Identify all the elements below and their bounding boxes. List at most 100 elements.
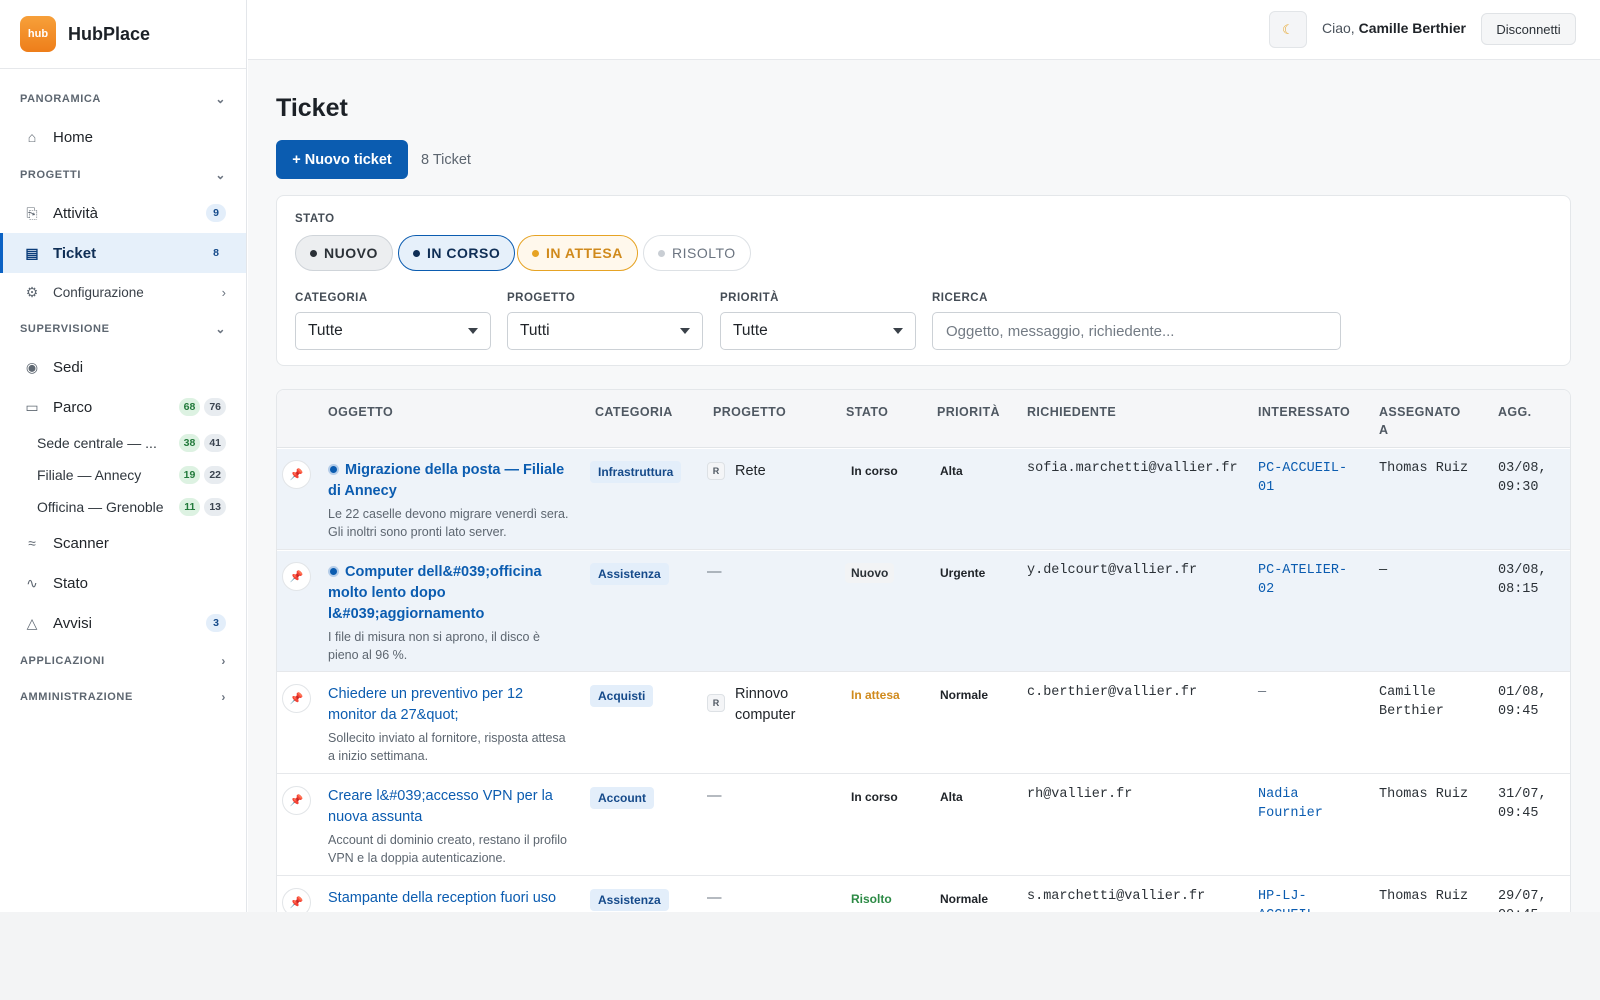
logout-button[interactable]: Disconnetti xyxy=(1481,13,1576,45)
status-dot xyxy=(532,249,539,257)
ticket-title-link[interactable]: Stampante della reception fuori uso xyxy=(328,890,557,906)
column-header[interactable]: INTERESSATO xyxy=(1258,405,1351,419)
ticket-count: 8 Ticket xyxy=(421,152,471,168)
count-badge: 3 xyxy=(206,614,226,632)
sidebar-item-scanner[interactable]: ≈ Scanner xyxy=(0,523,246,563)
search-input[interactable] xyxy=(932,312,1341,350)
chevron-right-icon: › xyxy=(221,654,226,668)
pin-icon[interactable]: 📌 xyxy=(282,562,311,591)
pin-icon[interactable]: 📌 xyxy=(282,888,311,912)
gear-icon: ⚙ xyxy=(25,283,39,300)
requester-email: c.berthier@vallier.fr xyxy=(1027,685,1198,700)
table-row[interactable]: 📌 Chiedere un preventivo per 12 monitor … xyxy=(277,673,1570,774)
priority-label: Urgente xyxy=(940,566,986,580)
interested-link[interactable]: PC-ATELIER-02 xyxy=(1258,563,1348,597)
table-row[interactable]: 📌 Migrazione della posta — Filiale di An… xyxy=(277,449,1570,550)
project-name: — xyxy=(707,564,722,580)
ticket-title-link[interactable]: Computer dell&#039;officina molto lento … xyxy=(328,562,573,625)
column-header[interactable]: AGG. xyxy=(1498,405,1532,419)
column-header[interactable]: ASSEGNATO A xyxy=(1379,405,1461,437)
select-value: Tutte xyxy=(733,322,768,339)
sidebar-item-sedi[interactable]: ◉ Sedi xyxy=(0,347,246,387)
status-chip-nuovo[interactable]: NUOVO xyxy=(295,235,393,271)
ticket-description: Le 22 caselle devono migrare venerdì ser… xyxy=(328,507,569,539)
section-label: APPLICAZIONI xyxy=(20,655,105,667)
table-row[interactable]: 📌 Computer dell&#039;officina molto lent… xyxy=(277,551,1570,672)
caret-down-icon xyxy=(468,328,478,334)
sidebar-subitem-site[interactable]: Filiale — Annecy 19 22 xyxy=(0,459,246,491)
activity-icon: ∿ xyxy=(26,574,38,591)
assignee: — xyxy=(1379,563,1388,578)
progetto-select[interactable]: Tutti xyxy=(507,312,703,350)
ticket-subject: Stampante della reception fuori uso xyxy=(328,888,573,909)
ticket-title-link[interactable]: Creare l&#039;accesso VPN per la nuova a… xyxy=(328,788,553,825)
theme-toggle-button[interactable]: ☾ xyxy=(1269,11,1307,48)
caret-down-icon xyxy=(893,328,903,334)
updated-at: 03/08, 08:15 xyxy=(1498,563,1547,597)
priority-label: Normale xyxy=(940,688,989,702)
interested-link[interactable]: HP-LJ-ACCUEIL xyxy=(1258,889,1315,912)
column-header[interactable]: RICHIEDENTE xyxy=(1027,405,1117,419)
filter-label-ricerca: RICERCA xyxy=(932,292,988,304)
priority-label: Alta xyxy=(940,790,963,804)
project-cell: — xyxy=(707,562,817,583)
online-count-badge: 19 xyxy=(178,466,201,484)
table-row[interactable]: 📌 Stampante della reception fuori uso As… xyxy=(277,877,1570,912)
section-label: SUPERVISIONE xyxy=(20,323,110,335)
column-header[interactable]: PROGETTO xyxy=(713,405,787,419)
section-supervisione[interactable]: SUPERVISIONE ⌄ xyxy=(0,311,246,347)
app-window: hub HubPlace PANORAMICA ⌄ ⌂ Home PROGETT… xyxy=(0,0,1600,912)
sidebar-item-stato[interactable]: ∿ Stato xyxy=(0,563,246,603)
brand-name: HubPlace xyxy=(68,23,151,44)
section-amministrazione[interactable]: AMMINISTRAZIONE › xyxy=(0,679,246,715)
interested-link[interactable]: Nadia Fournier xyxy=(1258,787,1323,821)
sidebar-item-label: Scanner xyxy=(53,534,109,552)
count-badge: 8 xyxy=(213,247,219,259)
sidebar-item-home[interactable]: ⌂ Home xyxy=(0,117,246,157)
section-applicazioni[interactable]: APPLICAZIONI › xyxy=(0,643,246,679)
ticket-title-link[interactable]: Chiedere un preventivo per 12 monitor da… xyxy=(328,686,524,723)
column-header[interactable]: OGGETTO xyxy=(328,405,394,419)
table-row[interactable]: 📌 Creare l&#039;accesso VPN per la nuova… xyxy=(277,775,1570,876)
sidebar-item-label: Parco xyxy=(53,398,93,416)
brand[interactable]: hub HubPlace xyxy=(0,0,246,69)
sidebar-item-parco[interactable]: ▭ Parco 68 76 xyxy=(0,387,246,427)
filter-label-categoria: CATEGORIA xyxy=(295,292,368,304)
ticket-description: Account di dominio creato, restano il pr… xyxy=(328,833,568,865)
new-ticket-button[interactable]: + Nuovo ticket xyxy=(276,140,408,179)
project-name: Rete xyxy=(735,463,766,479)
column-header[interactable]: CATEGORIA xyxy=(595,405,673,419)
ticket-title-link[interactable]: Migrazione della posta — Filiale di Anne… xyxy=(328,460,573,502)
categoria-select[interactable]: Tutte xyxy=(295,312,491,350)
total-count-badge: 76 xyxy=(204,398,226,416)
project-tag: R xyxy=(707,694,725,712)
section-panoramica[interactable]: PANORAMICA ⌄ xyxy=(0,81,246,117)
sidebar-item-configurazione[interactable]: ⚙ Configurazione › xyxy=(0,273,246,311)
priorita-select[interactable]: Tutte xyxy=(720,312,916,350)
sidebar-item-avvisi[interactable]: △ Avvisi 3 xyxy=(0,603,246,643)
column-header[interactable]: PRIORITÀ xyxy=(937,405,1000,419)
sidebar-item-attivita[interactable]: ⎘ Attività 9 xyxy=(0,193,246,233)
status-dot xyxy=(310,249,317,257)
section-label: PROGETTI xyxy=(20,169,82,181)
status-dot xyxy=(658,249,665,257)
sidebar-subitem-site[interactable]: Officina — Grenoble 11 13 xyxy=(0,491,246,523)
pin-icon[interactable]: 📌 xyxy=(282,786,311,815)
pin-icon[interactable]: 📌 xyxy=(282,684,311,713)
category-badge: Assistenza xyxy=(590,563,669,585)
status-badge: Nuovo xyxy=(845,563,895,583)
column-header[interactable]: STATO xyxy=(846,405,889,419)
sidebar-item-ticket[interactable]: ▤ Ticket 8 xyxy=(0,233,246,273)
project-cell: R Rinnovo computer xyxy=(707,684,817,726)
sidebar-item-label: Avvisi xyxy=(53,614,92,632)
assignee: Thomas Ruiz xyxy=(1379,787,1469,802)
sidebar-subitem-site[interactable]: Sede centrale — ... 38 41 xyxy=(0,427,246,459)
status-chip-in-attesa[interactable]: IN ATTESA xyxy=(517,235,638,271)
interested-link[interactable]: PC-ACCUEIL-01 xyxy=(1258,461,1348,495)
status-chip-risolto[interactable]: RISOLTO xyxy=(643,235,751,271)
pin-icon[interactable]: 📌 xyxy=(282,460,311,489)
status-chip-in-corso[interactable]: IN CORSO xyxy=(398,235,516,271)
ticket-description: I file di misura non si aprono, il disco… xyxy=(328,630,540,662)
assignee: Camille Berthier xyxy=(1379,685,1444,719)
section-progetti[interactable]: PROGETTI ⌄ xyxy=(0,157,246,193)
